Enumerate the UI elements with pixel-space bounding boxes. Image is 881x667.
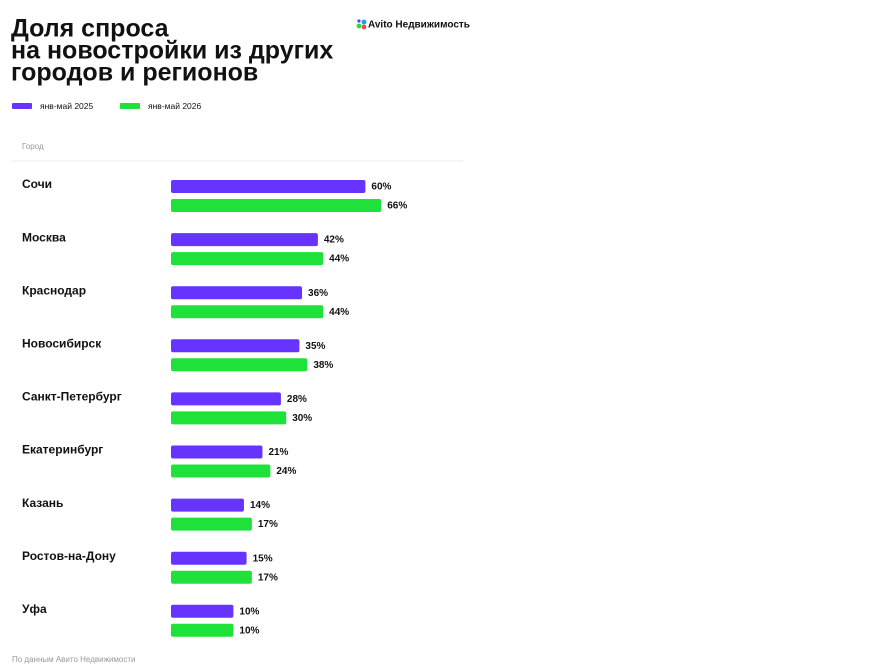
category-label: Краснодар [22, 283, 86, 297]
bar [171, 551, 247, 565]
bar [171, 286, 303, 300]
column-header: Город [22, 142, 44, 151]
value-label: 28% [287, 394, 307, 405]
bar [171, 392, 281, 406]
bar [171, 233, 318, 247]
bar [171, 199, 382, 212]
value-label: 14% [250, 500, 270, 511]
logo-dot [356, 23, 362, 29]
value-label: 42% [324, 235, 344, 246]
value-label: 38% [313, 360, 333, 371]
bar [171, 517, 252, 531]
value-label: 35% [305, 341, 325, 352]
source: По данным Авито Недвижимости [12, 655, 136, 664]
category-label: Екатеринбург [22, 443, 103, 457]
category-label: Уфа [22, 602, 47, 616]
value-label: 44% [329, 307, 349, 318]
value-label: 60% [371, 182, 391, 193]
bar [171, 498, 244, 512]
legend-swatch [12, 103, 32, 109]
brand: Avito Недвижимость [368, 20, 470, 31]
logo: Avito Недвижимость [356, 19, 470, 31]
value-label: 30% [292, 413, 312, 424]
category-label: Ростов-на-Дону [22, 549, 116, 563]
bar [171, 411, 287, 425]
value-label: 17% [258, 519, 278, 530]
value-label: 10% [239, 625, 259, 636]
bar [171, 339, 300, 353]
legend-label: янв-май 2025 [40, 101, 94, 111]
bar [171, 623, 234, 637]
legend-swatch [120, 103, 140, 109]
value-label: 24% [276, 466, 296, 477]
bar [171, 358, 308, 372]
category-label: Москва [22, 230, 66, 244]
category-label: Сочи [22, 177, 52, 191]
bar [171, 252, 324, 266]
category-label: Казань [22, 496, 63, 510]
bar [171, 464, 271, 478]
category-label: Новосибирск [22, 336, 102, 350]
logo-dot [357, 19, 361, 23]
legend-label: янв-май 2026 [148, 101, 202, 111]
category-label: Санкт-Петербург [22, 390, 122, 404]
bar [171, 445, 263, 459]
value-label: 15% [253, 553, 273, 564]
chart-title: Доля спроса [11, 15, 170, 43]
bar [171, 305, 324, 319]
value-label: 17% [258, 572, 278, 583]
value-label: 44% [329, 254, 349, 265]
value-label: 10% [239, 606, 259, 617]
logo-dot [361, 24, 367, 30]
value-label: 36% [308, 288, 328, 299]
chart-title: на новостройки из других [11, 37, 333, 65]
bar [171, 604, 234, 618]
bar [171, 570, 252, 584]
bar [171, 180, 366, 193]
value-label: 21% [268, 447, 288, 458]
logo-dot [361, 19, 367, 25]
chart-title: городов и регионов [11, 59, 258, 87]
value-label: 66% [387, 201, 407, 212]
